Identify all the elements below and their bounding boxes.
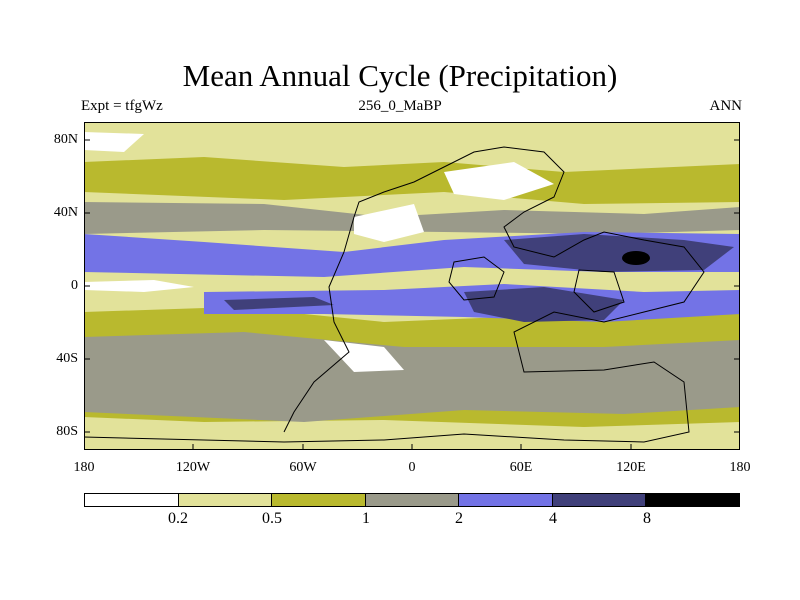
lon-tick-marks [192, 444, 632, 450]
colorbar-box-1 [85, 494, 179, 506]
colorbar-box-5 [459, 494, 553, 506]
colorbar-label-8: 8 [643, 510, 651, 527]
lat-tick-marks [84, 139, 740, 433]
colorbar-box-2 [178, 494, 273, 506]
white-patch-south [324, 340, 404, 372]
plot-title: Mean Annual Cycle (Precipitation) [182, 58, 618, 93]
inner-outline [448, 256, 625, 313]
period-label: 256_0_MaBP [358, 98, 442, 114]
white-patch-north-pacific [84, 132, 144, 152]
colorbar-box-3 [272, 494, 366, 506]
colorbar-label-0-5: 0.5 [262, 510, 282, 527]
colorbar-label-1: 1 [362, 510, 370, 527]
colorbar-label-4: 4 [549, 510, 557, 527]
xtick-0: 0 [408, 460, 416, 475]
season-label: ANN [709, 98, 743, 114]
darkblue-maximum-north [504, 234, 734, 272]
experiment-label: Expt = tfgWz [81, 98, 163, 114]
white-patch-atlantic [354, 204, 424, 242]
grey-band-south [84, 332, 740, 422]
colorbar-box-4 [365, 494, 460, 506]
xtick-180w: 180 [73, 460, 95, 475]
ytick-0: 0 [71, 278, 78, 293]
colorbar-box-6 [552, 494, 647, 506]
darkblue-maximum-south [464, 287, 624, 322]
white-patch-equatorial [84, 280, 194, 292]
xtick-120w: 120W [175, 460, 211, 475]
xtick-180e: 180 [729, 460, 751, 475]
continent-outline [84, 146, 705, 443]
ytick-80s: 80S [56, 424, 78, 439]
darkblue-streak-east-pacific [224, 297, 334, 310]
olive-band-north [84, 157, 740, 204]
ytick-80n: 80N [53, 132, 78, 147]
ytick-40n: 40N [53, 205, 78, 220]
xtick-120e: 120E [616, 460, 646, 475]
colorbar-box-7 [646, 494, 740, 506]
white-patch-desert [444, 162, 554, 200]
xtick-60e: 60E [509, 460, 533, 475]
colorbar-label-2: 2 [455, 510, 463, 527]
colorbar-label-0-2: 0.2 [168, 510, 188, 527]
xtick-60w: 60W [289, 460, 317, 475]
colorbar [84, 493, 740, 507]
black-maximum-core [622, 251, 650, 265]
ytick-40s: 40S [56, 351, 78, 366]
precipitation-map [84, 122, 740, 450]
